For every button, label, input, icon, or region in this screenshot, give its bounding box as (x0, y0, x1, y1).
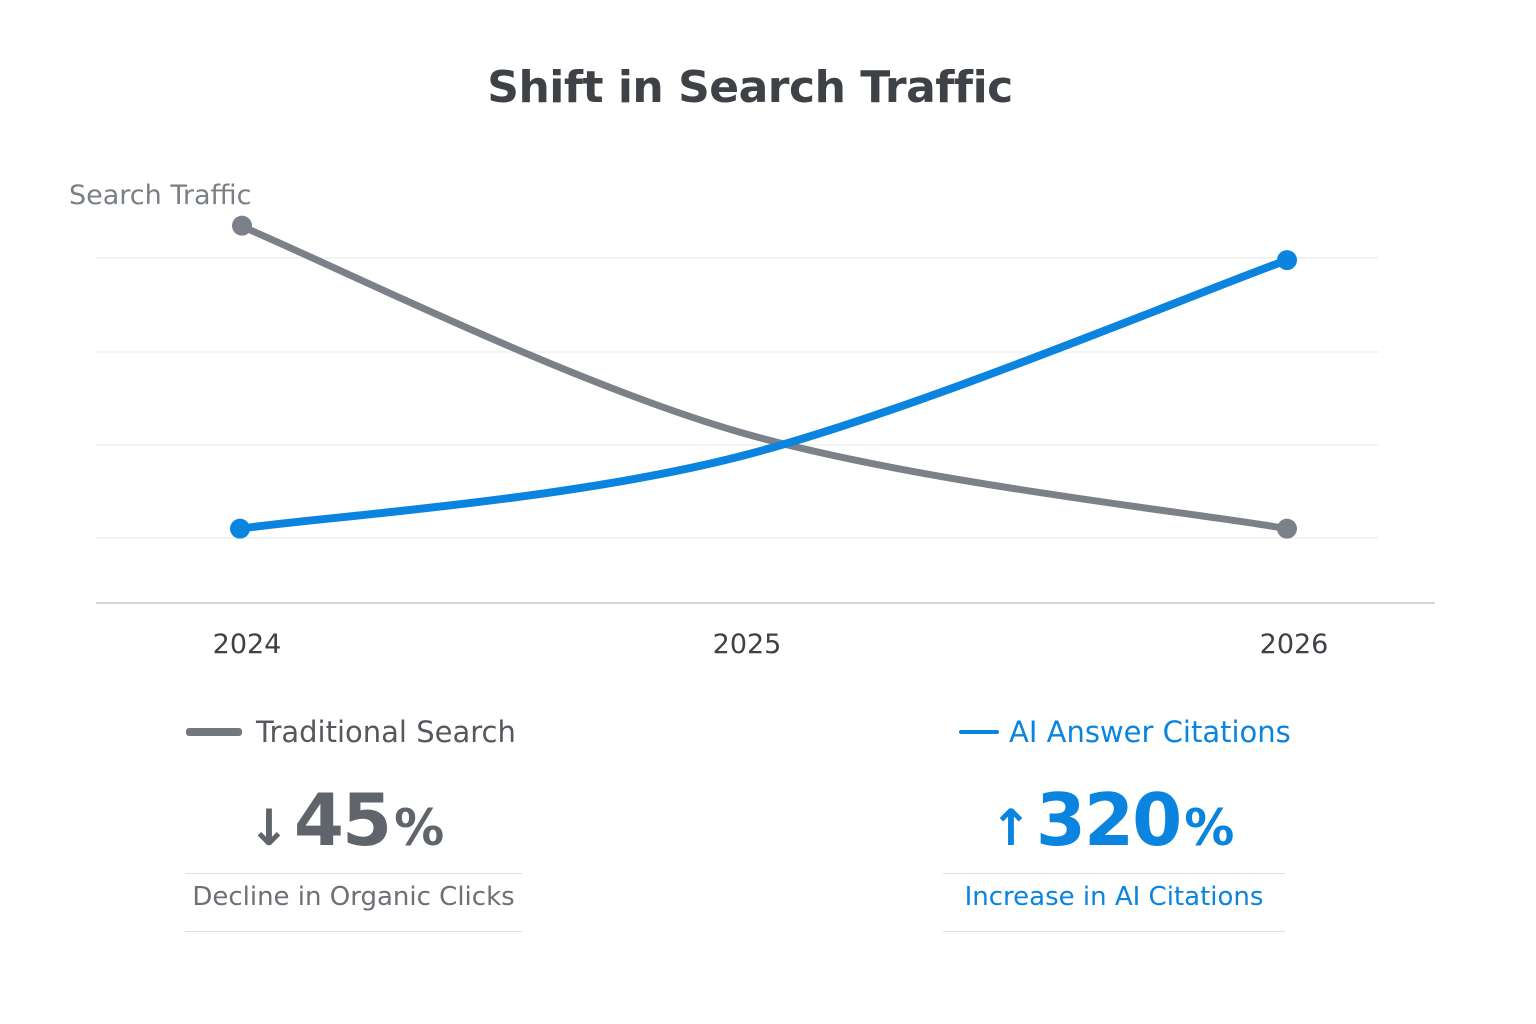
stat-ai-citations: ↑ 320 % (990, 778, 1234, 862)
legend-ai-answer-citations: AI Answer Citations (959, 712, 1291, 752)
stat-value-organic: 45 (293, 778, 392, 862)
stat-unit-ai: % (1184, 799, 1235, 857)
series-0-point-2024 (232, 215, 252, 236)
legend-label-ai: AI Answer Citations (1009, 715, 1291, 749)
series-1-point-2026 (1277, 250, 1297, 271)
x-tick-label-2025: 2025 (713, 629, 782, 660)
legend-swatch-ai (959, 730, 999, 734)
line-chart: 2024 2025 2026 (96, 215, 1435, 660)
arrow-up-icon: ↑ (990, 799, 1032, 857)
card-divider-bottom-ai (943, 931, 1285, 932)
series-0-point-2026 (1277, 518, 1297, 539)
arrow-down-icon: ↓ (248, 799, 290, 857)
series-line-1 (236, 256, 1291, 533)
stat-organic-clicks: ↓ 45 % (248, 778, 444, 862)
series-1-point-2024 (230, 518, 250, 539)
card-divider-top-ai (943, 873, 1285, 874)
series-lines (230, 215, 1297, 539)
caption-ai-citations: Increase in AI Citations (964, 882, 1264, 912)
series-line-0 (236, 222, 1291, 533)
stat-value-ai: 320 (1035, 778, 1182, 862)
caption-organic-clicks: Decline in Organic Clicks (192, 882, 515, 912)
x-axis-ticks: 2024 2025 2026 (213, 629, 1329, 660)
card-divider-top-traditional (185, 873, 522, 874)
chart-title: Shift in Search Traffic (487, 62, 1013, 113)
legend-swatch-traditional (186, 728, 242, 736)
x-tick-label-2024: 2024 (213, 629, 282, 660)
legend-traditional-search: Traditional Search (186, 712, 516, 752)
legend-label-traditional: Traditional Search (256, 715, 516, 749)
stat-unit-organic: % (394, 799, 445, 857)
y-axis-label: Search Traffic (69, 180, 252, 211)
x-tick-label-2026: 2026 (1260, 629, 1329, 660)
card-divider-bottom-traditional (185, 931, 522, 932)
